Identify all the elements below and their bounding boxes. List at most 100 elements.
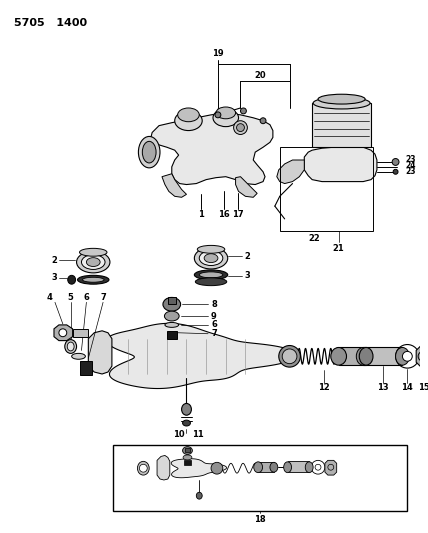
Circle shape [402, 351, 412, 361]
Ellipse shape [318, 94, 365, 104]
Text: 7: 7 [211, 329, 217, 338]
Ellipse shape [68, 276, 76, 284]
Ellipse shape [138, 136, 160, 168]
Ellipse shape [196, 492, 202, 499]
Text: 11: 11 [193, 430, 204, 439]
Circle shape [59, 329, 67, 337]
Circle shape [260, 118, 266, 124]
Polygon shape [107, 324, 296, 389]
Polygon shape [277, 160, 304, 183]
Bar [363, 348, 402, 365]
Text: 4: 4 [46, 293, 52, 302]
Text: 23: 23 [405, 156, 416, 165]
Circle shape [215, 112, 221, 118]
Ellipse shape [163, 297, 181, 311]
Ellipse shape [237, 124, 244, 132]
Ellipse shape [234, 121, 247, 134]
Ellipse shape [194, 270, 228, 280]
Ellipse shape [86, 257, 100, 266]
Text: 5: 5 [68, 293, 74, 302]
Ellipse shape [143, 141, 156, 163]
Polygon shape [171, 459, 226, 478]
Bar [73, 329, 88, 337]
Ellipse shape [183, 455, 192, 460]
Polygon shape [54, 325, 73, 341]
Bar [184, 461, 191, 465]
Text: 22: 22 [308, 234, 320, 243]
Text: 6: 6 [83, 293, 89, 302]
Polygon shape [304, 147, 377, 182]
Ellipse shape [313, 97, 370, 109]
Polygon shape [157, 456, 170, 480]
Text: 15: 15 [418, 383, 428, 392]
Circle shape [241, 108, 247, 114]
Ellipse shape [357, 348, 370, 365]
Text: 24: 24 [405, 161, 416, 171]
Polygon shape [325, 461, 337, 475]
Bar [80, 361, 92, 375]
Text: 13: 13 [377, 383, 389, 392]
Ellipse shape [81, 255, 105, 270]
Ellipse shape [183, 447, 193, 455]
Text: 2: 2 [51, 256, 57, 264]
Ellipse shape [254, 462, 262, 473]
Text: 6: 6 [211, 320, 217, 329]
Polygon shape [88, 331, 112, 374]
Text: 10: 10 [173, 430, 184, 439]
Ellipse shape [359, 348, 373, 365]
Bar [288, 462, 309, 472]
Text: 16: 16 [218, 211, 230, 220]
Polygon shape [162, 174, 187, 197]
Text: 9: 9 [211, 312, 217, 320]
Text: 19: 19 [212, 50, 224, 59]
Ellipse shape [183, 420, 190, 426]
Text: 8: 8 [211, 300, 217, 309]
Ellipse shape [165, 322, 178, 327]
Bar [339, 348, 366, 365]
Ellipse shape [137, 462, 149, 475]
Text: 21: 21 [333, 244, 345, 253]
Ellipse shape [270, 462, 278, 472]
Polygon shape [235, 176, 257, 197]
Ellipse shape [164, 311, 179, 321]
Text: 20: 20 [254, 71, 266, 80]
Ellipse shape [80, 248, 107, 256]
Bar [167, 331, 177, 338]
Circle shape [140, 464, 147, 472]
Circle shape [315, 464, 321, 470]
Text: 7: 7 [100, 293, 106, 302]
Ellipse shape [204, 254, 218, 263]
Polygon shape [416, 346, 428, 366]
Bar [184, 448, 190, 451]
Ellipse shape [77, 251, 110, 273]
Text: 3: 3 [244, 271, 250, 280]
Ellipse shape [175, 111, 202, 131]
Ellipse shape [195, 278, 227, 286]
Ellipse shape [65, 340, 77, 353]
Text: 17: 17 [232, 211, 244, 220]
Ellipse shape [199, 251, 223, 265]
Ellipse shape [194, 247, 228, 269]
Text: 2: 2 [244, 252, 250, 261]
Ellipse shape [282, 349, 297, 364]
Ellipse shape [392, 158, 399, 165]
Text: 1: 1 [198, 211, 204, 220]
Ellipse shape [67, 342, 74, 351]
Bar [280, 147, 373, 231]
Polygon shape [150, 113, 273, 184]
Ellipse shape [279, 345, 300, 367]
Ellipse shape [331, 348, 347, 365]
Ellipse shape [71, 353, 86, 359]
Ellipse shape [199, 272, 223, 278]
Text: 14: 14 [401, 383, 413, 392]
Ellipse shape [393, 169, 398, 174]
Bar [258, 462, 274, 472]
Text: 3: 3 [51, 273, 57, 282]
Ellipse shape [211, 462, 223, 474]
Ellipse shape [197, 245, 225, 253]
Ellipse shape [178, 108, 199, 122]
Ellipse shape [216, 107, 235, 119]
Bar [113, 445, 407, 511]
Ellipse shape [77, 276, 109, 284]
Ellipse shape [83, 277, 104, 282]
